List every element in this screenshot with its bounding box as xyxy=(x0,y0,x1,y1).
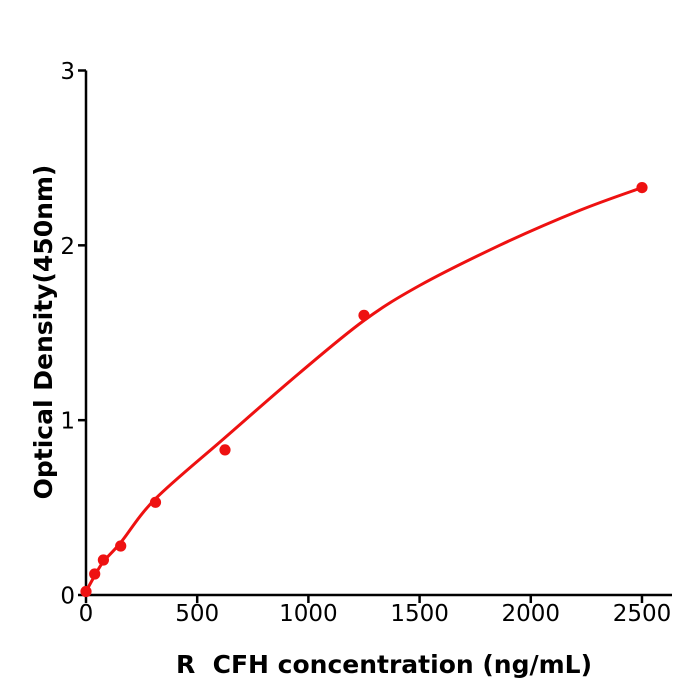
data-point xyxy=(219,444,231,456)
x-tick-label: 2000 xyxy=(502,601,561,627)
x-tick-label: 500 xyxy=(175,601,219,627)
data-point xyxy=(80,585,92,598)
data-point xyxy=(636,182,648,194)
fit-curve-line xyxy=(84,186,644,593)
y-tick-label: 1 xyxy=(60,409,75,435)
y-axis-title: Optical Density(450nm) xyxy=(29,164,58,500)
axis-spines xyxy=(84,70,672,597)
data-point xyxy=(97,554,109,566)
data-point xyxy=(89,568,101,580)
x-axis-title: R CFH concentration (ng/mL) xyxy=(175,650,593,679)
y-tick-label: 3 xyxy=(60,59,75,85)
x-tick-label: 2500 xyxy=(613,601,672,627)
x-tick-label: 0 xyxy=(79,601,94,627)
data-point xyxy=(149,496,162,508)
y-tick-label: 0 xyxy=(60,584,75,610)
x-tick-label: 1500 xyxy=(390,601,449,627)
data-point xyxy=(358,309,370,321)
y-tick-label: 2 xyxy=(60,234,75,260)
x-tick-label: 1000 xyxy=(279,601,338,627)
data-point xyxy=(115,540,127,552)
